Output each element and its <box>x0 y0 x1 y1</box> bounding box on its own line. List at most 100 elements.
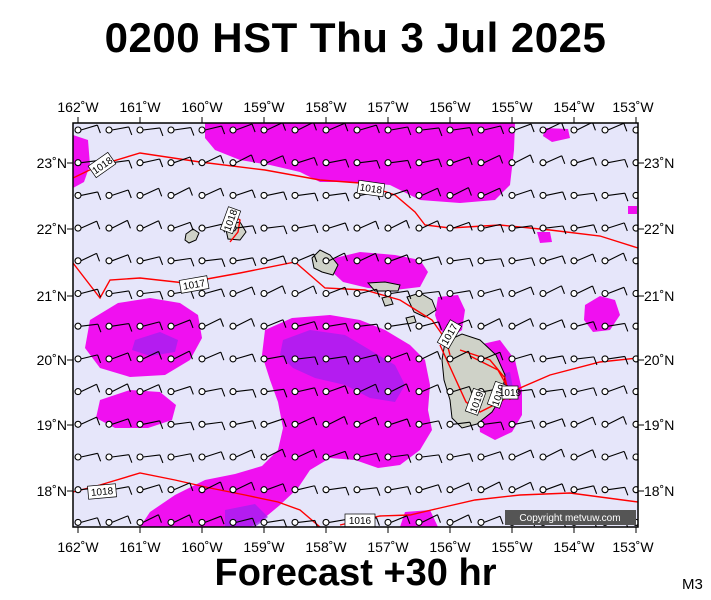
wind-barb <box>570 416 597 428</box>
wind-barb <box>136 187 163 199</box>
wind-barb <box>446 350 472 363</box>
wind-barb <box>167 420 195 431</box>
wind-barb <box>353 124 380 134</box>
wind-barb <box>632 453 638 461</box>
island-kahoolawe <box>405 315 417 325</box>
wind-barb <box>508 189 535 199</box>
wind-barb <box>229 123 256 134</box>
lon-label: 154˚W <box>553 539 595 555</box>
wind-barb <box>260 355 288 365</box>
wind-barb <box>229 257 257 266</box>
wind-barb <box>353 354 381 364</box>
wind-barb <box>384 289 412 300</box>
wind-barb <box>508 123 535 134</box>
wind-barb <box>415 420 443 430</box>
wind-barb <box>415 289 443 300</box>
lon-label: 161˚W <box>119 539 161 555</box>
wind-barb <box>136 350 163 363</box>
lon-label: 157˚W <box>367 99 409 115</box>
wind-barb <box>260 285 286 298</box>
wind-barb <box>446 187 472 199</box>
wind-barb <box>601 123 628 134</box>
wind-barb <box>229 286 256 298</box>
wind-barb <box>198 318 225 330</box>
wind-barb <box>415 187 442 199</box>
wind-barb <box>570 191 598 202</box>
wind-barb <box>384 322 412 332</box>
wind-barb <box>322 355 350 365</box>
wind-barb <box>539 483 566 494</box>
wind-barb <box>198 515 225 526</box>
wind-barb <box>446 289 474 299</box>
wind-barb <box>353 416 380 428</box>
wind-barb <box>198 351 225 363</box>
wind-barb <box>167 221 194 232</box>
wind-barb <box>105 418 132 428</box>
wind-barb <box>415 453 443 464</box>
latitude-labels-right: 23˚N 22˚N 21˚N 20˚N 19˚N 18˚N <box>644 155 674 499</box>
copyright-badge: Copyright metvuw.com <box>505 510 636 525</box>
wind-barb <box>260 224 288 235</box>
wind-barb <box>570 285 597 298</box>
wind-barb <box>601 486 629 496</box>
wind-barb <box>353 383 380 396</box>
wind-barb <box>167 187 193 199</box>
wind-barb <box>539 319 566 330</box>
wind-barb <box>291 387 319 397</box>
wind-barb <box>105 189 132 199</box>
wind-barb <box>601 191 629 202</box>
wind-barb <box>105 322 133 332</box>
wind-barb <box>384 254 411 265</box>
wind-barb <box>322 286 349 298</box>
wind-barb <box>477 318 504 330</box>
wind-barb <box>260 418 287 428</box>
isobar-label: 1018 <box>91 486 115 499</box>
wind-barb <box>291 518 318 527</box>
wind-barb <box>477 223 505 233</box>
wind-barb <box>632 486 638 494</box>
wind-barb <box>198 481 224 494</box>
lon-label: 158˚W <box>305 99 347 115</box>
wind-barb <box>508 224 536 235</box>
wind-barb <box>74 452 102 462</box>
wind-barb <box>136 220 163 232</box>
wind-barb <box>415 256 443 266</box>
wind-barb <box>105 383 131 396</box>
wind-barb <box>539 123 566 134</box>
wind-barb <box>446 221 473 232</box>
wind-barb <box>477 451 504 461</box>
wind-barb <box>105 352 132 363</box>
wind-barb <box>601 322 629 332</box>
lon-label: 160˚W <box>181 99 223 115</box>
wind-barb <box>198 125 226 135</box>
wind-barb <box>632 322 638 330</box>
wind-barb <box>322 123 349 134</box>
wind-barb <box>632 257 638 265</box>
lat-label: 22˚N <box>37 221 67 237</box>
wind-barb <box>198 387 226 397</box>
wind-barb <box>260 388 288 398</box>
model-code: M3 <box>682 576 703 593</box>
wind-barb <box>632 289 638 298</box>
wind-barb <box>446 420 474 431</box>
wind-barb <box>353 220 380 232</box>
wind-barb <box>415 126 443 137</box>
latitude-labels-left: 23˚N 22˚N 21˚N 20˚N 19˚N 18˚N <box>37 155 67 499</box>
wind-barb <box>229 318 255 330</box>
wind-barb <box>446 156 473 167</box>
wind-barb <box>384 453 412 463</box>
lat-label: 21˚N <box>37 288 67 304</box>
wind-barb <box>632 420 638 428</box>
wind-barb <box>167 156 194 167</box>
wind-barb <box>136 484 163 494</box>
wind-barb <box>167 385 194 396</box>
wind-barb <box>74 252 101 265</box>
wind-barb <box>229 154 255 167</box>
wind-barb <box>105 515 132 526</box>
lat-label: 23˚N <box>644 155 674 171</box>
wind-barb <box>291 485 319 494</box>
wind-barb <box>632 224 638 232</box>
wind-barb <box>384 486 412 495</box>
wind-barb <box>446 385 473 396</box>
wind-barb <box>508 154 534 167</box>
